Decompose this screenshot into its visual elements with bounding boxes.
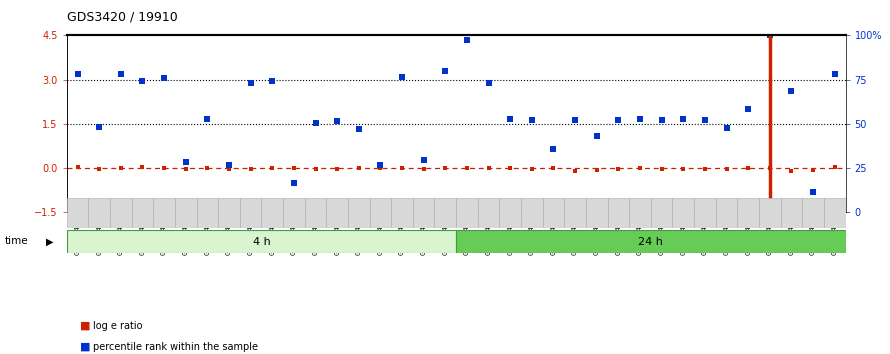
Bar — [218, 198, 239, 228]
Bar — [781, 198, 802, 228]
Text: percentile rank within the sample: percentile rank within the sample — [93, 342, 258, 352]
Bar — [651, 198, 673, 228]
Bar — [759, 198, 781, 228]
Bar — [67, 230, 457, 253]
Bar — [499, 198, 521, 228]
Bar — [673, 198, 694, 228]
Bar — [348, 198, 369, 228]
Bar — [392, 198, 413, 228]
Bar — [694, 198, 716, 228]
Bar — [175, 198, 197, 228]
Bar — [67, 198, 88, 228]
Bar — [586, 198, 608, 228]
Bar — [543, 198, 564, 228]
Bar — [457, 198, 478, 228]
Bar — [88, 198, 110, 228]
Bar — [629, 198, 651, 228]
Bar — [153, 198, 175, 228]
Bar — [457, 230, 846, 253]
Bar — [369, 198, 392, 228]
Bar — [737, 198, 759, 228]
Text: GDS3420 / 19910: GDS3420 / 19910 — [67, 11, 177, 24]
Bar — [197, 198, 218, 228]
Text: ▶: ▶ — [46, 236, 53, 246]
Text: 24 h: 24 h — [638, 236, 663, 247]
Bar — [283, 198, 304, 228]
Bar — [802, 198, 824, 228]
Bar — [132, 198, 153, 228]
Bar — [262, 198, 283, 228]
Bar — [521, 198, 543, 228]
Bar — [304, 198, 327, 228]
Text: time: time — [4, 236, 28, 246]
Text: ■: ■ — [80, 342, 91, 352]
Bar — [716, 198, 737, 228]
Bar — [824, 198, 845, 228]
Text: 4 h: 4 h — [253, 236, 271, 247]
Bar — [608, 198, 629, 228]
Bar — [434, 198, 457, 228]
Bar — [564, 198, 586, 228]
Text: ■: ■ — [80, 321, 91, 331]
Bar — [478, 198, 499, 228]
Bar — [413, 198, 434, 228]
Text: log e ratio: log e ratio — [93, 321, 143, 331]
Bar — [110, 198, 132, 228]
Bar — [239, 198, 262, 228]
Bar — [327, 198, 348, 228]
